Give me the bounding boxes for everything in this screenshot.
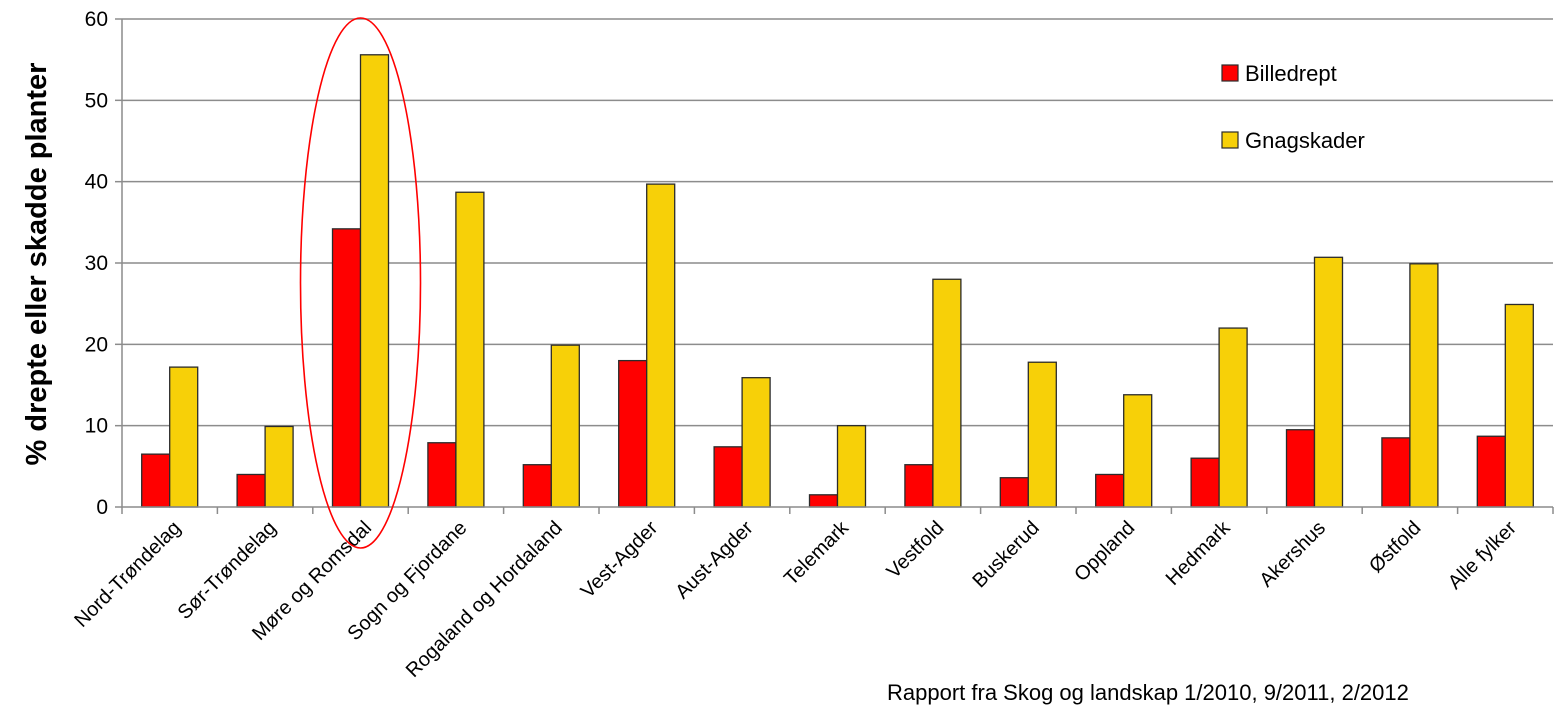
x-tick-label: Oppland [1070, 517, 1139, 586]
bar-billedrept [618, 359, 648, 508]
x-tick-label: Vest-Agder [577, 517, 663, 603]
legend-swatch [1221, 131, 1239, 149]
bars [141, 54, 1534, 508]
bar-gnagskader [646, 183, 676, 508]
bar-billedrept [1381, 437, 1411, 508]
x-tick-label: Telemark [780, 516, 854, 590]
legend-label: Gnagskader [1245, 128, 1365, 153]
bar-billedrept [427, 442, 457, 508]
x-tick-label: Østfold [1365, 517, 1425, 577]
bar-gnagskader [741, 377, 771, 508]
x-tick-label: Hedmark [1162, 516, 1236, 590]
bar-gnagskader [1313, 256, 1344, 508]
x-tick-label: Buskerud [969, 517, 1044, 592]
bar-gnagskader [455, 191, 485, 508]
y-tick-label: 50 [85, 89, 108, 112]
source-note: Rapport fra Skog og landskap 1/2010, 9/2… [887, 680, 1409, 705]
axes [121, 19, 1554, 514]
bar-gnagskader [550, 344, 580, 508]
bar-gnagskader [1027, 361, 1057, 508]
y-tick-label: 10 [85, 415, 108, 438]
legend: Billedrept Gnagskader [1221, 61, 1365, 153]
x-tick-label: Nord-Trøndelag [70, 517, 185, 632]
y-tick-label: 60 [85, 8, 108, 31]
x-tick-label: Aust-Agder [671, 517, 758, 604]
highlight-ellipse [299, 17, 422, 549]
bar-billedrept [999, 477, 1029, 508]
y-tick-label: 20 [85, 333, 108, 356]
bar-gnagskader [1504, 303, 1534, 508]
legend-label: Billedrept [1245, 61, 1337, 86]
bar-gnagskader [169, 366, 199, 508]
bar-gnagskader [932, 278, 962, 508]
x-tick-label: Vestfold [883, 517, 949, 583]
x-tick-label: Alle fylker [1444, 517, 1521, 594]
bar-billedrept [236, 473, 266, 508]
bar-billedrept [331, 228, 362, 508]
bar-gnagskader [1409, 263, 1439, 508]
y-tick-label: 40 [85, 171, 108, 194]
highlight-group [299, 17, 422, 549]
bar-billedrept [808, 494, 839, 508]
bar-billedrept [141, 453, 171, 508]
bar-billedrept [522, 464, 552, 508]
y-axis-ticks: 0 10 20 30 40 50 60 [85, 8, 122, 519]
y-tick-label: 30 [85, 252, 108, 275]
y-axis-title: % drepte eller skadde planter [21, 63, 53, 466]
bar-billedrept [1476, 435, 1506, 508]
bar-gnagskader [1123, 394, 1153, 508]
bar-billedrept [904, 464, 934, 508]
y-tick-label: 0 [96, 496, 108, 519]
legend-swatch [1221, 64, 1239, 82]
bar-gnagskader [264, 425, 294, 508]
bar-billedrept [713, 446, 743, 508]
bar-gnagskader [1218, 327, 1248, 508]
bar-billedrept [1190, 457, 1220, 508]
bar-gnagskader [359, 54, 390, 508]
x-tick-label: Rogaland og Hordaland [402, 517, 567, 682]
bar-billedrept [1285, 429, 1316, 508]
x-tick-label: Sør-Trøndelag [174, 517, 281, 624]
x-tick-label: Akershus [1256, 517, 1331, 592]
bar-billedrept [1095, 473, 1125, 508]
bar-gnagskader [836, 425, 867, 508]
